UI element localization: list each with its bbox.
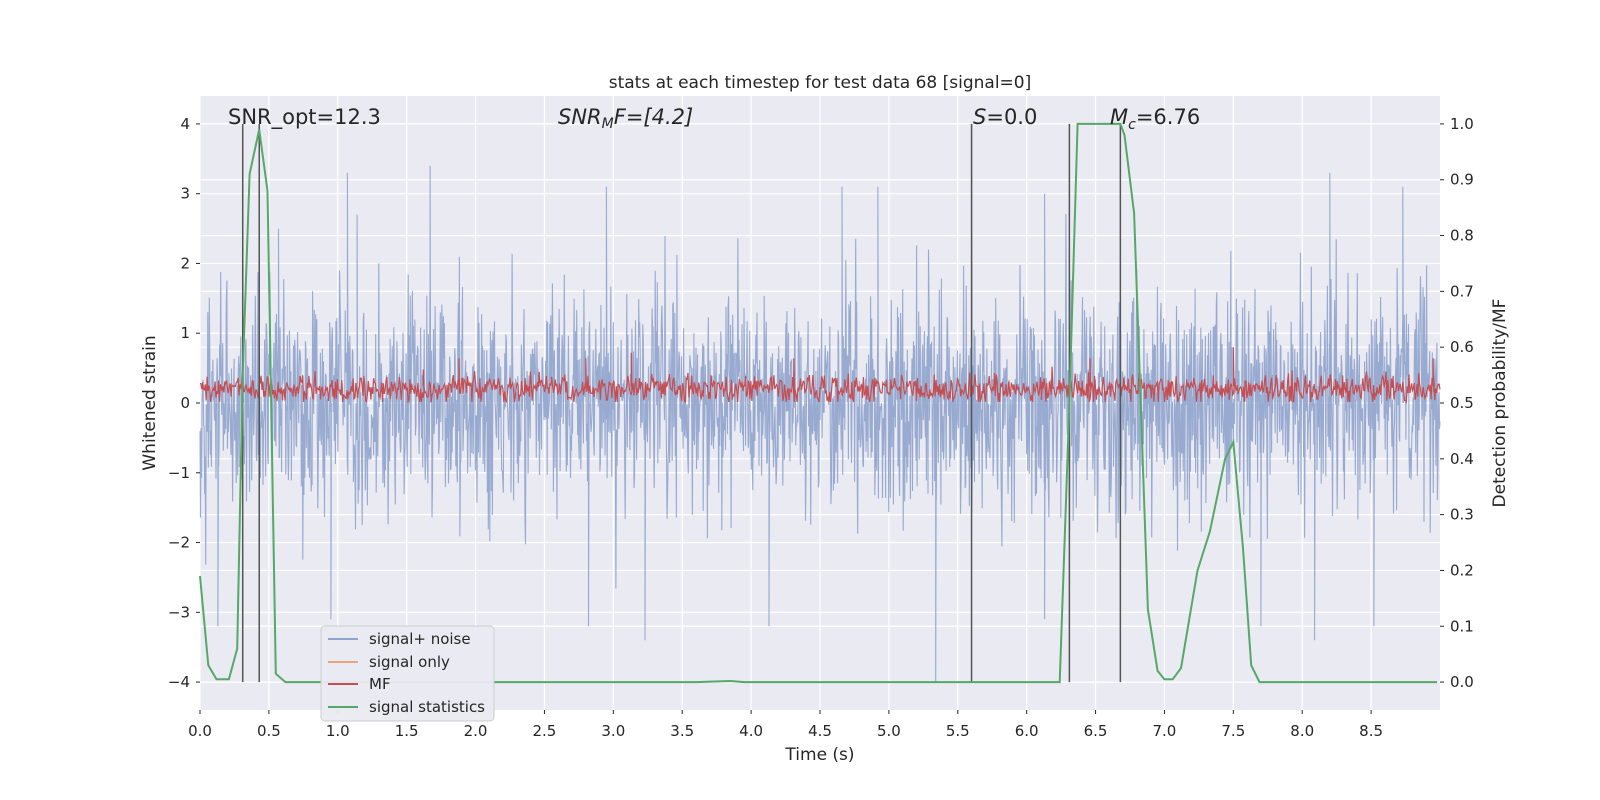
x-tick-label-10: 5.0	[877, 722, 901, 740]
signal-noise-series	[199, 123, 1441, 683]
y2-tick-label-9: 0.9	[1450, 171, 1474, 189]
signal-statistics-line	[199, 122, 1438, 684]
legend-label-signal-only: signal only	[369, 653, 450, 671]
legend-label-mf: MF	[369, 675, 391, 693]
y2-tick-label-1: 0.1	[1450, 617, 1474, 635]
x-tick-label-6: 3.0	[601, 722, 625, 740]
y-tick-label-8: 4	[180, 115, 190, 133]
legend-label-signal-statistics: signal statistics	[369, 698, 485, 716]
y-tick-label-6: 2	[180, 254, 190, 272]
x-tick-label-0: 0.0	[188, 722, 212, 740]
x-tick-label-8: 4.0	[739, 722, 763, 740]
x-axis-label: Time (s)	[784, 745, 854, 765]
annotation-snr-opt: SNR_opt=12.3	[228, 105, 381, 130]
x-tick-label-4: 2.0	[464, 722, 488, 740]
signal-noise-line	[199, 123, 1441, 683]
y2-tick-label-0: 0.0	[1450, 673, 1474, 691]
y-tick-label-0: −4	[168, 673, 190, 691]
y-tick-label-7: 3	[180, 185, 190, 203]
y-tick-label-5: 1	[180, 324, 190, 342]
x-tick-label-13: 6.5	[1084, 722, 1108, 740]
y-tick-label-4: 0	[180, 394, 190, 412]
x-tick-label-15: 7.5	[1221, 722, 1245, 740]
y2-tick-label-6: 0.6	[1450, 338, 1474, 356]
axis-ticks: 0.0 0.5 1.0 1.5 2.0 2.5 3.0 3.5 4.0 4.5 5.0 5.5 6.0 6…	[168, 115, 1474, 740]
x-tick-label-5: 2.5	[533, 722, 557, 740]
annotation-mc: Mc=6.76	[1110, 105, 1200, 133]
x-tick-label-12: 6.0	[1015, 722, 1039, 740]
y2-tick-label-4: 0.4	[1450, 450, 1474, 468]
y2-tick-label-2: 0.2	[1450, 561, 1474, 579]
y2-tick-label-7: 0.7	[1450, 282, 1474, 300]
x-tick-label-1: 0.5	[257, 722, 281, 740]
annotation-snr-mf: SNRMF=[4.2]	[558, 105, 693, 132]
x-tick-label-3: 1.5	[395, 722, 419, 740]
y2-axis-label: Detection probability/MF	[1490, 299, 1510, 508]
y2-tick-label-5: 0.5	[1450, 394, 1474, 412]
y-axis-label: Whitened strain	[140, 335, 160, 470]
x-tick-label-2: 1.0	[326, 722, 350, 740]
chart-title: stats at each timestep for test data 68 …	[609, 73, 1032, 93]
annotation-s: S=0.0	[973, 105, 1037, 129]
x-tick-label-14: 7.0	[1153, 722, 1177, 740]
y2-tick-label-10: 1.0	[1450, 115, 1474, 133]
signal-statistics-series	[199, 122, 1438, 684]
y2-tick-label-8: 0.8	[1450, 227, 1474, 245]
y-tick-label-1: −3	[168, 603, 190, 621]
x-tick-label-17: 8.5	[1359, 722, 1383, 740]
y-tick-label-2: −2	[168, 534, 190, 552]
legend-box	[320, 625, 495, 722]
x-tick-label-7: 3.5	[670, 722, 694, 740]
y2-tick-label-3: 0.3	[1450, 506, 1474, 524]
x-tick-label-9: 4.5	[808, 722, 832, 740]
x-tick-label-16: 8.0	[1290, 722, 1314, 740]
y-tick-label-3: −1	[168, 464, 190, 482]
legend-label-signal-noise: signal+ noise	[369, 630, 471, 648]
x-tick-label-11: 5.5	[946, 722, 970, 740]
legend: signal+ noise signal only MF signal stat…	[320, 625, 495, 722]
